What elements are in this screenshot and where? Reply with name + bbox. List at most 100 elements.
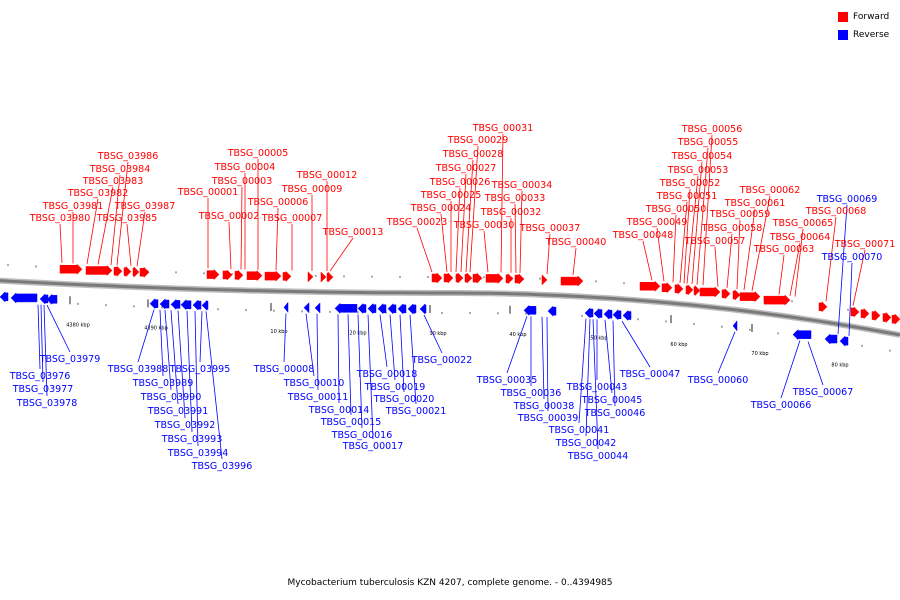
gene-arrow xyxy=(283,301,289,314)
gene-label-forward: TBSG_00050 xyxy=(645,204,707,215)
scale-labels: 4380 kbp 4390 kbp 10 kbp 20 kbp 30 kbp 40 kbp… xyxy=(66,296,849,368)
gene-arrow xyxy=(264,270,282,282)
scale-label: 60 kbp xyxy=(670,342,687,348)
gene-arrow xyxy=(0,291,9,303)
gene-label-reverse: TBSG_00035 xyxy=(476,375,538,386)
callout-line xyxy=(751,195,771,291)
gene-label-reverse: TBSG_00069 xyxy=(816,194,878,205)
scale-label: 40 kbp xyxy=(509,332,526,338)
callout-line xyxy=(46,304,71,353)
gene-label-forward: TBSG_00063 xyxy=(753,244,815,255)
gene-arrow xyxy=(485,272,504,285)
legend-label-reverse: Reverse xyxy=(853,30,890,40)
callout-line xyxy=(116,161,129,266)
reverse-callout-lines xyxy=(37,204,853,460)
callout-line xyxy=(702,134,713,286)
gene-label-reverse: TBSG_00044 xyxy=(567,451,629,462)
gene-label-reverse: TBSG_03977 xyxy=(12,384,74,395)
gene-arrow xyxy=(674,283,684,295)
gene-label-reverse: TBSG_03995 xyxy=(169,364,231,375)
gene-label-reverse: TBSG_00041 xyxy=(548,425,610,436)
reverse-gene-track xyxy=(0,291,849,347)
gene-label-forward: TBSG_00053 xyxy=(667,165,729,176)
gene-label-forward: TBSG_00030 xyxy=(453,220,515,231)
callout-line xyxy=(316,313,319,391)
legend-label-forward: Forward xyxy=(853,12,890,22)
gene-arrow xyxy=(10,292,38,304)
callout-line xyxy=(469,145,479,273)
gene-arrow xyxy=(472,272,483,284)
gene-arrow xyxy=(732,289,741,301)
forward-gene-track xyxy=(59,263,900,325)
gene-label-forward: TBSG_03981 xyxy=(42,201,104,212)
gene-arrow xyxy=(464,272,473,284)
callout-line xyxy=(409,314,417,405)
callout-line xyxy=(714,246,719,287)
callout-line xyxy=(367,314,374,440)
gene-label-forward: TBSG_00037 xyxy=(519,223,581,234)
gene-arrow xyxy=(455,272,464,284)
gene-arrow xyxy=(612,309,622,321)
callout-line xyxy=(240,186,243,270)
callout-line xyxy=(726,233,733,288)
gene-label-forward: TBSG_00058 xyxy=(701,223,763,234)
gene-arrow xyxy=(505,273,514,285)
callout-line xyxy=(40,304,44,383)
callout-line xyxy=(717,331,736,374)
callout-line xyxy=(194,311,199,447)
callout-line xyxy=(110,174,121,266)
callout-line xyxy=(275,207,279,271)
gene-label-reverse: TBSG_03992 xyxy=(154,420,216,431)
gene-arrow xyxy=(320,271,327,283)
gene-label-reverse: TBSG_00045 xyxy=(581,395,643,406)
callout-line xyxy=(465,159,474,273)
gene-arrow xyxy=(246,270,263,282)
callout-line xyxy=(440,213,448,273)
gene-label-reverse: TBSG_00038 xyxy=(513,401,575,412)
gene-arrow xyxy=(113,265,123,277)
gene-label-forward: TBSG_00005 xyxy=(227,148,289,159)
scale-label: 10 kbp xyxy=(270,329,287,335)
gene-arrow xyxy=(39,293,49,305)
gene-label-forward: TBSG_00027 xyxy=(435,163,497,174)
callout-line xyxy=(379,314,388,368)
gene-arrow xyxy=(407,303,417,315)
gene-arrow xyxy=(282,270,292,282)
callout-line xyxy=(228,221,232,270)
gene-label-forward: TBSG_00004 xyxy=(214,162,276,173)
gene-label-forward: TBSG_00033 xyxy=(484,193,546,204)
callout-line xyxy=(389,314,396,381)
legend: Forward Reverse xyxy=(838,9,898,45)
callout-line xyxy=(683,188,691,284)
gene-arrow xyxy=(732,320,738,332)
gene-arrow xyxy=(334,302,358,314)
callout-line xyxy=(329,237,354,272)
gene-arrow xyxy=(132,266,140,278)
callout-line xyxy=(604,319,613,394)
gene-label-forward: TBSG_00029 xyxy=(447,135,509,146)
reverse-swatch xyxy=(838,30,848,40)
gene-label-forward: TBSG_00040 xyxy=(545,237,607,248)
callout-line xyxy=(541,316,545,400)
callout-line xyxy=(170,310,179,405)
callout-line xyxy=(848,262,853,336)
callout-line xyxy=(283,313,287,363)
callout-line xyxy=(778,254,785,295)
gene-label-forward: TBSG_03982 xyxy=(67,188,129,199)
gene-arrow xyxy=(139,266,150,278)
callout-line xyxy=(416,227,433,273)
callout-line xyxy=(696,147,709,285)
callout-line xyxy=(164,310,172,391)
callout-line xyxy=(585,319,591,437)
callout-line xyxy=(519,190,523,274)
gene-label-forward: TBSG_00065 xyxy=(772,218,834,229)
gene-label-reverse: TBSG_03988 xyxy=(107,364,169,375)
callout-line xyxy=(186,310,193,433)
gene-arrow xyxy=(514,273,525,285)
gene-label-reverse: TBSG_00008 xyxy=(253,364,315,375)
callout-line xyxy=(825,216,837,302)
gene-label-forward: TBSG_00002 xyxy=(198,211,260,222)
scale-label: 70 kbp xyxy=(751,351,768,357)
gene-label-reverse: TBSG_03979 xyxy=(39,354,101,365)
gene-label-reverse: TBSG_00066 xyxy=(750,400,812,411)
